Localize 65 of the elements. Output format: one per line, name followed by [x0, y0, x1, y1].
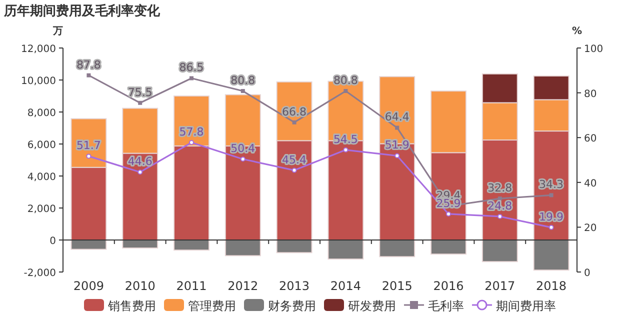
y-tick-label: 12,000 — [21, 44, 56, 55]
y-tick-label: 6,000 — [27, 140, 56, 151]
y2-tick-label: 60 — [584, 134, 597, 145]
y-tick-label: 0 — [50, 236, 56, 247]
data-label: 86.5 — [179, 61, 204, 74]
x-tick-label: 2016 — [433, 279, 464, 293]
data-label: 24.8 — [488, 199, 512, 212]
y2-tick-label: 0 — [584, 268, 590, 279]
x-tick-label: 2014 — [330, 279, 361, 293]
data-label: 51.7 — [76, 139, 101, 152]
point — [497, 214, 502, 219]
y2-axis-title: % — [572, 26, 582, 37]
y2-tick-label: 80 — [584, 88, 597, 100]
legend-label: 期间费用率 — [496, 299, 556, 313]
point — [548, 224, 554, 230]
data-label: 32.8 — [488, 182, 512, 195]
point — [190, 76, 194, 80]
data-label: 66.8 — [282, 105, 307, 118]
data-label: 80.8 — [230, 74, 256, 88]
point — [240, 89, 245, 94]
data-label: 75.5 — [128, 86, 152, 99]
x-tick-label: 2018 — [536, 279, 567, 293]
data-label: 87.8 — [76, 58, 101, 72]
x-tick-label: 2017 — [484, 279, 516, 293]
data-label: 45.4 — [282, 153, 307, 166]
x-tick-label: 2011 — [176, 279, 207, 293]
point — [240, 156, 246, 162]
point — [344, 89, 348, 94]
legend-label: 毛利率 — [428, 299, 464, 313]
y-tick-label: 10,000 — [21, 76, 56, 87]
legend-label: 研发费用 — [348, 299, 396, 313]
data-label: 44.6 — [128, 155, 152, 168]
point — [292, 120, 296, 124]
point — [86, 154, 92, 159]
y-tick-label: 8,000 — [27, 108, 56, 119]
y2-tick-label: 100 — [584, 44, 604, 55]
x-tick-label: 2012 — [228, 279, 258, 293]
legend-label: 财务费用 — [268, 299, 316, 313]
y-tick-label: 4,000 — [27, 172, 56, 183]
point — [446, 211, 451, 216]
point — [138, 170, 143, 175]
x-tick-label: 2013 — [279, 279, 310, 293]
point — [343, 147, 348, 152]
y2-tick-label: 40 — [584, 178, 597, 190]
x-tick-label: 2009 — [73, 279, 104, 293]
legend-label: 管理费用 — [188, 299, 236, 313]
chart-title: 历年期间费用及毛利率变化 — [3, 3, 161, 19]
y-axis-title: 万 — [52, 26, 63, 37]
y-tick-label: 2,000 — [27, 204, 56, 215]
data-label: 64.4 — [384, 110, 410, 124]
x-tick-label: 2010 — [124, 279, 156, 293]
data-label: 34.3 — [539, 178, 564, 192]
y-tick-label: -2,000 — [24, 268, 56, 279]
point — [86, 73, 91, 78]
data-label: 19.9 — [539, 210, 564, 224]
point — [394, 153, 400, 158]
data-label: 57.8 — [179, 126, 204, 139]
point — [292, 168, 297, 173]
y2-tick-label: 20 — [584, 223, 597, 234]
point — [138, 100, 142, 105]
x-tick-label: 2015 — [382, 279, 412, 293]
point — [395, 126, 400, 130]
point — [549, 193, 554, 198]
legend-label: 销售费用 — [107, 299, 156, 313]
point — [189, 140, 194, 146]
